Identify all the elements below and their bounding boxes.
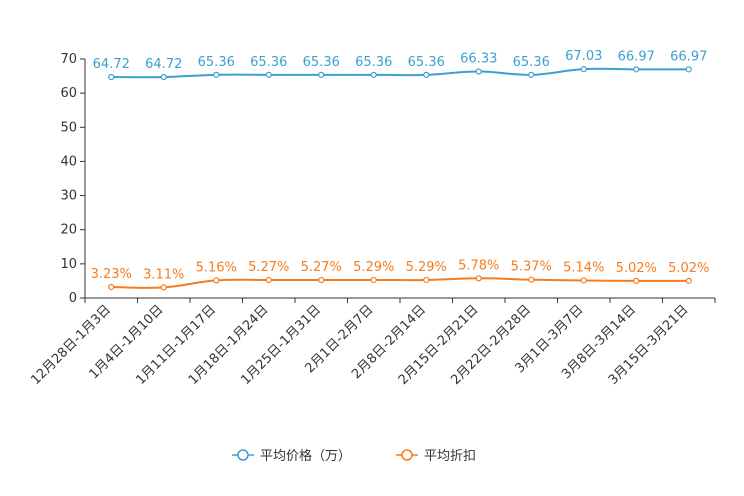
series-line (111, 277, 689, 289)
data-label: 5.37% (511, 260, 552, 275)
y-tick-label: 0 (69, 291, 77, 306)
data-point[interactable] (528, 276, 535, 283)
data-label: 65.36 (198, 55, 235, 70)
data-label: 65.36 (513, 55, 550, 70)
data-label: 5.16% (196, 260, 237, 275)
data-point[interactable] (633, 66, 640, 73)
data-point[interactable] (265, 71, 272, 78)
data-point[interactable] (528, 71, 535, 78)
data-label: 5.27% (301, 260, 342, 275)
data-label: 5.27% (248, 260, 289, 275)
data-point[interactable] (370, 71, 377, 78)
data-point[interactable] (685, 277, 692, 284)
data-label: 5.02% (668, 261, 709, 276)
legend-marker (401, 449, 413, 461)
legend-label: 平均价格（万） (260, 448, 351, 464)
y-tick-label: 40 (60, 154, 77, 169)
data-label: 5.14% (563, 260, 604, 275)
legend-item-2[interactable]: 平均折扣 (396, 449, 476, 464)
y-tick-label: 10 (60, 257, 77, 272)
data-label: 67.03 (565, 49, 602, 64)
data-point[interactable] (475, 68, 482, 75)
data-label: 66.33 (460, 52, 497, 67)
data-point[interactable] (160, 284, 167, 291)
data-point[interactable] (580, 66, 587, 73)
data-point[interactable] (108, 73, 115, 81)
data-point[interactable] (265, 276, 272, 284)
data-point[interactable] (423, 276, 430, 284)
data-label: 65.36 (303, 55, 340, 70)
data-label: 64.72 (145, 57, 182, 72)
data-label: 5.29% (406, 260, 447, 275)
data-point[interactable] (318, 71, 325, 78)
data-point[interactable] (475, 275, 482, 282)
data-label: 3.23% (91, 267, 132, 282)
data-label: 5.78% (458, 258, 499, 273)
data-label: 3.11% (143, 267, 184, 282)
data-point[interactable] (213, 277, 220, 284)
legend-label: 平均折扣 (424, 449, 476, 464)
data-label: 65.36 (355, 55, 392, 70)
data-label: 65.36 (250, 55, 287, 70)
y-tick-label: 60 (60, 86, 77, 101)
data-point[interactable] (633, 277, 640, 284)
legend[interactable]: 平均价格（万） 平均折扣 (232, 448, 476, 464)
series-1: 64.72 64.72 65.36 65.36 65.36 65.36 65.36 66.33… (93, 49, 707, 81)
data-label: 66.97 (618, 49, 655, 64)
series-2: 3.23% 3.11% 5.16% 5.27% 5.27% 5.29% 5.29% 5.78%… (91, 258, 709, 291)
y-tick-label: 20 (60, 223, 77, 238)
data-point[interactable] (685, 66, 692, 73)
data-point[interactable] (423, 71, 430, 78)
data-point[interactable] (160, 73, 167, 81)
y-tick-label: 50 (60, 120, 77, 135)
data-label: 64.72 (93, 57, 130, 72)
data-point[interactable] (318, 276, 325, 284)
legend-item-1[interactable]: 平均价格（万） (232, 448, 351, 464)
y-tick-label: 30 (60, 189, 77, 204)
legend-marker (237, 449, 249, 461)
y-tick-label: 70 (60, 52, 77, 67)
series-line (111, 67, 689, 79)
data-label: 65.36 (408, 55, 445, 70)
data-point[interactable] (108, 283, 115, 291)
data-point[interactable] (370, 276, 377, 284)
data-point[interactable] (580, 277, 587, 284)
data-label: 66.97 (670, 49, 707, 64)
data-label: 5.29% (353, 260, 394, 275)
series-layer: 64.72 64.72 65.36 65.36 65.36 65.36 65.36 66.33… (91, 49, 709, 291)
data-point[interactable] (213, 71, 220, 78)
axes: 01020304050607012月28日-1月3日1月4日-1月10日1月11… (28, 52, 716, 388)
data-label: 5.02% (616, 261, 657, 276)
